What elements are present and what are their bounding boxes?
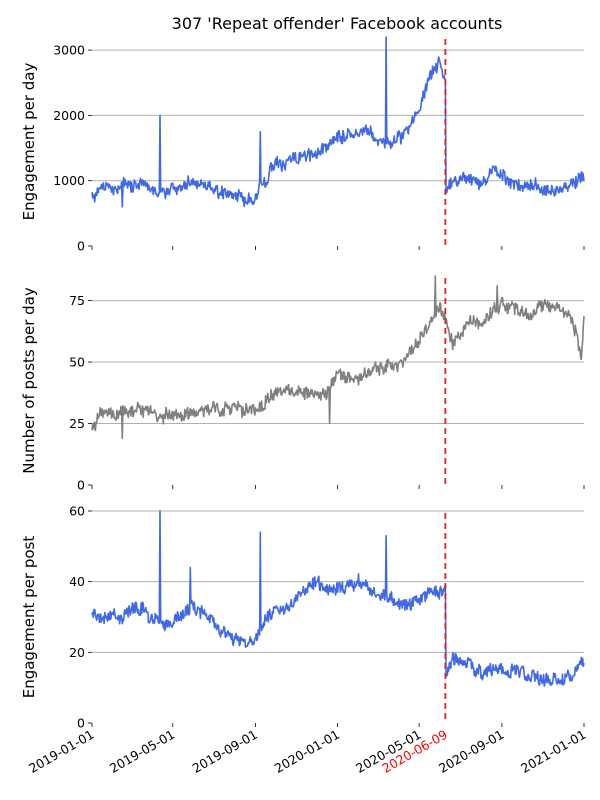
panel-engagement-per-day: 0 1000 2000 3000 Engagement per day [20, 36, 585, 254]
x-tick-label: 2020-01-01 [272, 727, 342, 776]
y-tick-label: 2000 [53, 108, 85, 123]
x-tick-label: 2021-01-01 [518, 727, 588, 776]
series-line [91, 510, 585, 687]
y-tick-label: 20 [69, 645, 85, 660]
y-tick-label: 60 [69, 504, 85, 519]
y-axis-label: Engagement per post [20, 536, 38, 699]
chart-title: 307 'Repeat offender' Facebook accounts [172, 14, 503, 33]
series-line [91, 275, 585, 440]
panel-engagement-per-post: 0 20 40 60 Engagement per post [20, 504, 585, 731]
y-tick-label: 1000 [53, 173, 85, 188]
y-tick-label: 50 [69, 355, 85, 370]
x-tick-label: 2019-05-01 [107, 727, 177, 776]
y-tick-label: 25 [69, 416, 85, 431]
y-axis-label: Engagement per day [20, 63, 38, 221]
y-tick-label: 0 [77, 478, 85, 493]
x-axis: 2019-01-01 2019-05-01 2019-09-01 2020-01-01… [26, 727, 588, 776]
y-tick-label: 0 [77, 716, 85, 731]
y-tick-label: 0 [77, 239, 85, 254]
x-tick-label: 2019-09-01 [190, 727, 260, 776]
panel-posts-per-day: 0 25 50 75 Number of posts per day [20, 275, 585, 493]
x-tick-label: 2019-01-01 [26, 727, 96, 776]
y-axis-label: Number of posts per day [20, 287, 38, 474]
series-line [91, 36, 585, 208]
y-tick-label: 75 [69, 293, 85, 308]
y-tick-label: 40 [69, 574, 85, 589]
y-tick-label: 3000 [53, 43, 85, 58]
